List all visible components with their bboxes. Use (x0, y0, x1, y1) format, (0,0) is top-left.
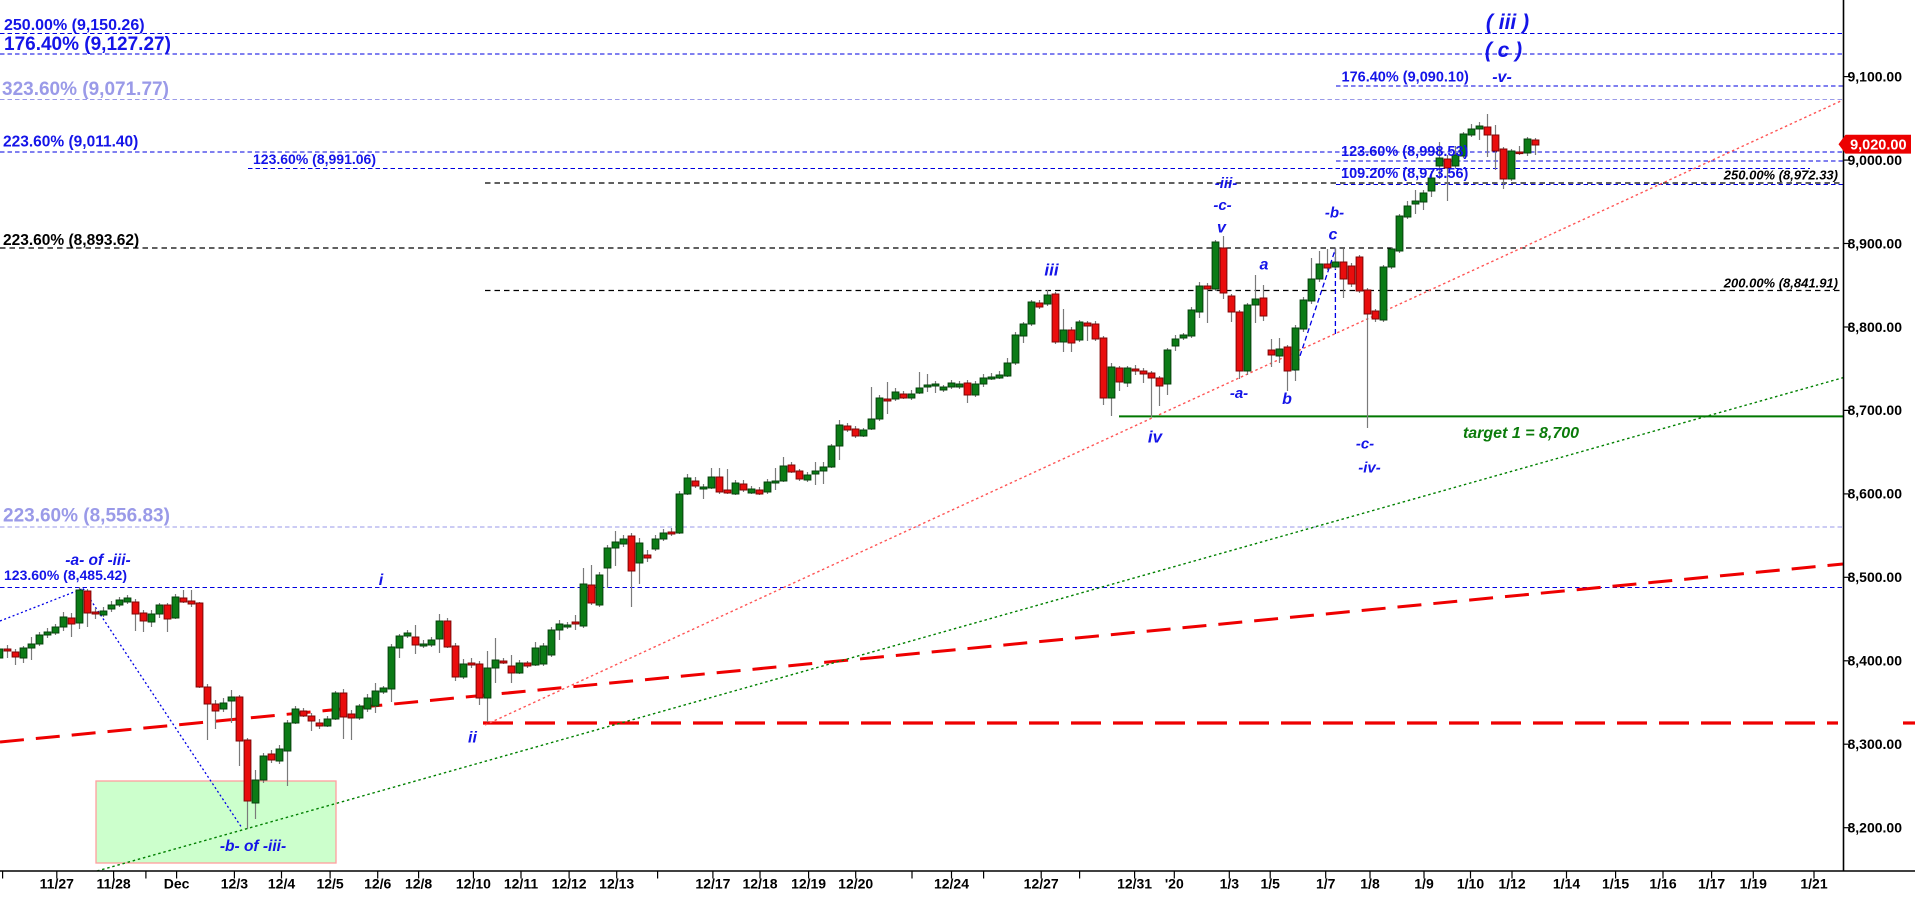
svg-text:250.00% (8,972.33): 250.00% (8,972.33) (1723, 168, 1838, 183)
svg-text:8,600.00: 8,600.00 (1848, 486, 1903, 502)
svg-text:-a- of -iii-: -a- of -iii- (65, 552, 130, 569)
svg-text:-b- of -iii-: -b- of -iii- (220, 838, 286, 855)
svg-text:1/21: 1/21 (1800, 876, 1827, 892)
svg-text:12/10: 12/10 (456, 876, 491, 892)
svg-text:12/27: 12/27 (1024, 876, 1059, 892)
svg-text:200.00% (8,841.91): 200.00% (8,841.91) (1723, 276, 1838, 291)
svg-text:c: c (1329, 227, 1338, 244)
svg-text:-iii-: -iii- (1215, 175, 1238, 192)
svg-text:223.60% (8,556.83): 223.60% (8,556.83) (3, 506, 170, 527)
svg-text:12/31: 12/31 (1117, 876, 1152, 892)
svg-text:11/28: 11/28 (96, 876, 130, 892)
svg-text:v: v (1217, 220, 1227, 237)
svg-text:12/24: 12/24 (934, 876, 969, 892)
svg-text:223.60% (9,011.40): 223.60% (9,011.40) (3, 134, 138, 151)
svg-text:176.40% (9,127.27): 176.40% (9,127.27) (4, 34, 171, 55)
svg-text:250.00% (9,150.26): 250.00% (9,150.26) (4, 17, 145, 34)
svg-text:223.60% (8,893.62): 223.60% (8,893.62) (3, 232, 139, 249)
svg-text:8,400.00: 8,400.00 (1848, 653, 1903, 669)
svg-text:12/20: 12/20 (838, 876, 873, 892)
svg-text:123.60% (8,485.42): 123.60% (8,485.42) (4, 567, 127, 583)
svg-text:i: i (379, 572, 384, 589)
svg-text:Dec: Dec (164, 876, 190, 892)
svg-text:8,500.00: 8,500.00 (1848, 569, 1903, 585)
svg-text:-c-: -c- (1356, 436, 1374, 453)
svg-text:8,700.00: 8,700.00 (1848, 402, 1903, 418)
svg-text:-b-: -b- (1325, 205, 1344, 222)
svg-text:8,800.00: 8,800.00 (1848, 319, 1903, 335)
svg-text:109.20% (8,973.56): 109.20% (8,973.56) (1341, 166, 1469, 182)
svg-text:12/19: 12/19 (791, 876, 826, 892)
svg-text:'20: '20 (1165, 876, 1184, 892)
svg-text:-a-: -a- (1230, 385, 1248, 402)
svg-text:1/17: 1/17 (1698, 876, 1725, 892)
svg-text:123.60% (8,991.06): 123.60% (8,991.06) (253, 151, 376, 167)
svg-text:8,200.00: 8,200.00 (1848, 820, 1903, 836)
svg-text:target 1 = 8,700: target 1 = 8,700 (1463, 425, 1579, 442)
svg-text:1/14: 1/14 (1553, 876, 1580, 892)
svg-text:11/27: 11/27 (40, 876, 74, 892)
svg-text:1/8: 1/8 (1360, 876, 1380, 892)
svg-text:8,300.00: 8,300.00 (1848, 736, 1903, 752)
svg-text:323.60% (9,071.77): 323.60% (9,071.77) (2, 79, 169, 100)
svg-text:12/13: 12/13 (599, 876, 634, 892)
svg-text:1/9: 1/9 (1414, 876, 1434, 892)
svg-text:12/12: 12/12 (552, 876, 587, 892)
svg-text:1/12: 1/12 (1498, 876, 1525, 892)
svg-text:iv: iv (1148, 428, 1164, 447)
svg-text:1/10: 1/10 (1457, 876, 1484, 892)
svg-text:-iv-: -iv- (1358, 460, 1381, 477)
svg-text:12/3: 12/3 (221, 876, 248, 892)
svg-text:9,020.00: 9,020.00 (1850, 137, 1906, 153)
svg-text:iii: iii (1044, 261, 1059, 280)
svg-text:-c-: -c- (1213, 197, 1231, 214)
svg-text:a: a (1260, 257, 1269, 274)
svg-text:123.60% (8,998.53): 123.60% (8,998.53) (1341, 144, 1469, 160)
svg-text:1/16: 1/16 (1649, 876, 1676, 892)
svg-text:-v-: -v- (1492, 69, 1512, 86)
svg-text:( c ): ( c ) (1485, 39, 1522, 62)
svg-text:9,000.00: 9,000.00 (1848, 152, 1903, 168)
svg-text:1/7: 1/7 (1316, 876, 1336, 892)
svg-text:ii: ii (468, 730, 477, 747)
svg-text:1/5: 1/5 (1260, 876, 1280, 892)
svg-text:12/17: 12/17 (695, 876, 730, 892)
svg-text:12/6: 12/6 (364, 876, 391, 892)
svg-text:12/18: 12/18 (742, 876, 777, 892)
svg-text:b: b (1282, 391, 1292, 408)
svg-text:12/5: 12/5 (316, 876, 343, 892)
svg-text:12/4: 12/4 (268, 876, 295, 892)
svg-text:( iii ): ( iii ) (1486, 11, 1529, 34)
svg-text:1/15: 1/15 (1602, 876, 1629, 892)
svg-text:9,100.00: 9,100.00 (1848, 68, 1903, 84)
svg-text:1/3: 1/3 (1220, 876, 1240, 892)
svg-text:12/8: 12/8 (405, 876, 432, 892)
svg-text:12/11: 12/11 (504, 876, 538, 892)
svg-text:1/19: 1/19 (1740, 876, 1767, 892)
svg-text:8,900.00: 8,900.00 (1848, 235, 1903, 251)
svg-text:176.40% (9,090.10): 176.40% (9,090.10) (1342, 70, 1470, 86)
